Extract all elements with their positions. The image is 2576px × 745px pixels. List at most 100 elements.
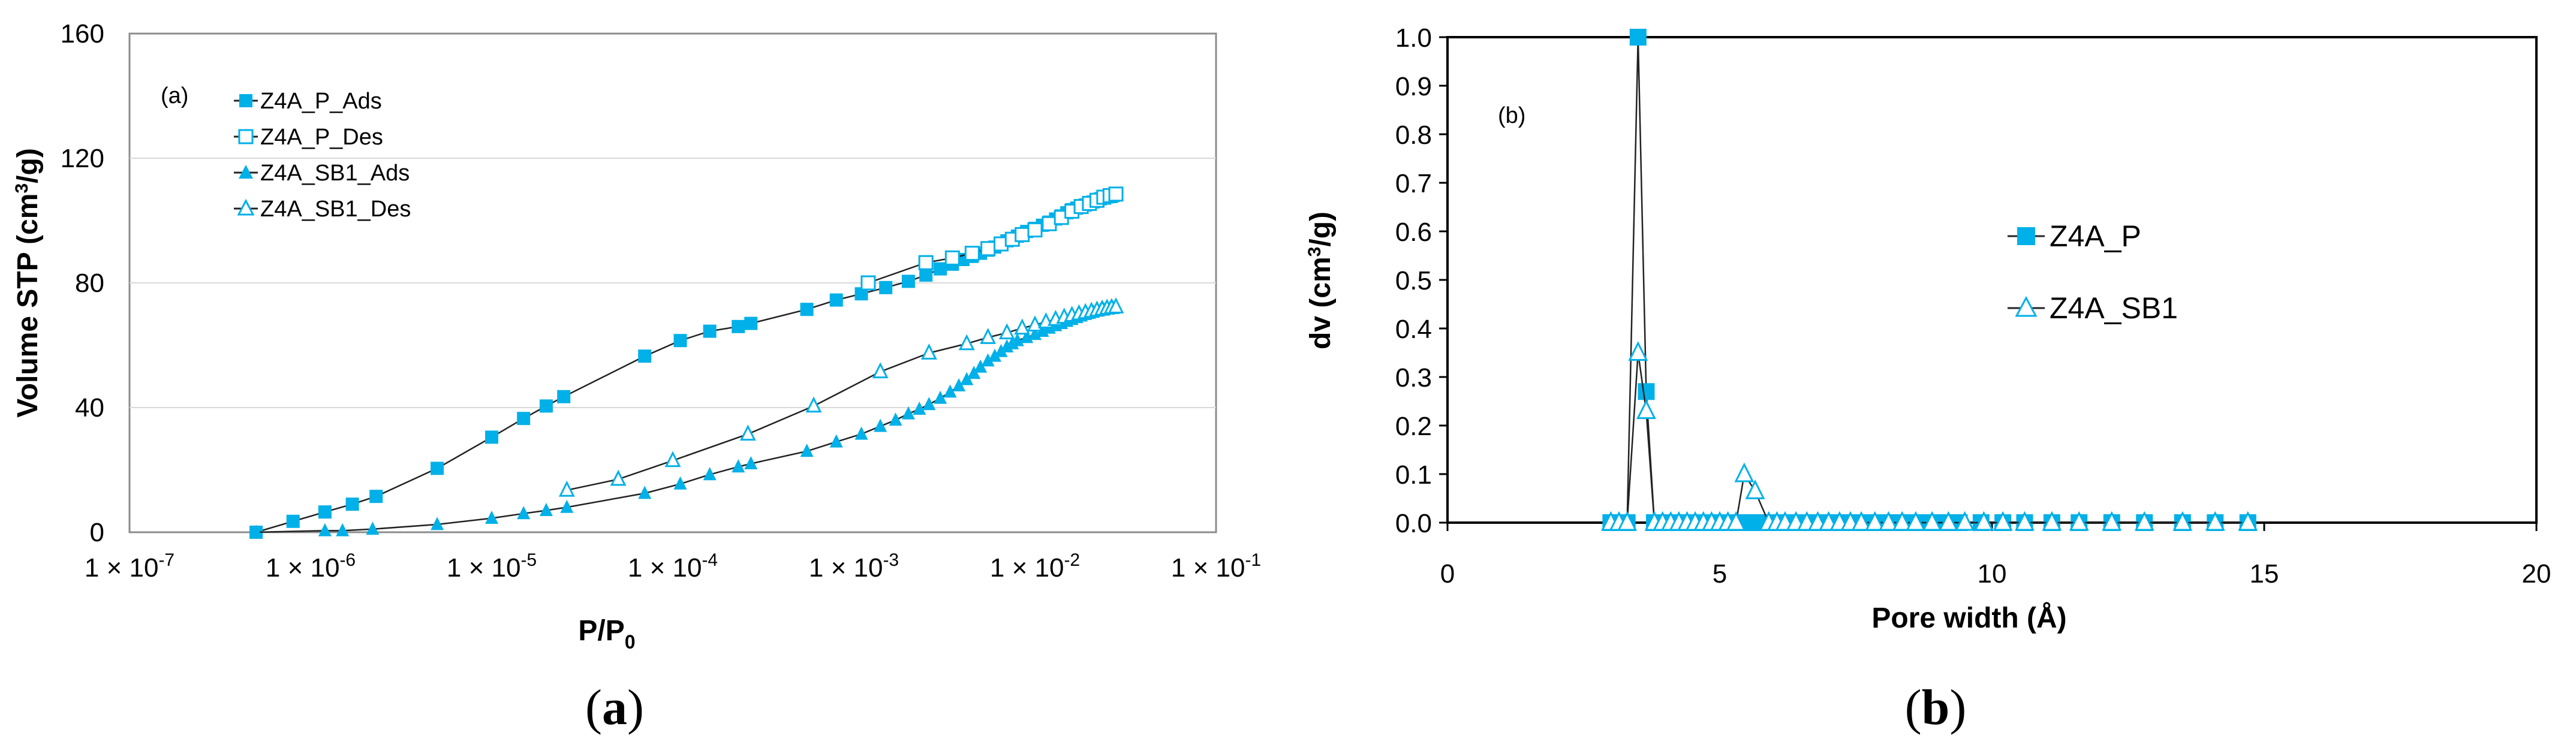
x-tick-label: 10 bbox=[1978, 559, 2007, 589]
data-point bbox=[517, 412, 531, 426]
chart-b-caption: (b) bbox=[1905, 680, 1967, 735]
x-tick-label: 1 × 10-2 bbox=[990, 550, 1080, 583]
y-tick-label: 0.3 bbox=[1395, 363, 1432, 393]
data-point bbox=[854, 287, 868, 301]
data-point bbox=[874, 418, 887, 432]
data-point bbox=[1027, 315, 1043, 332]
data-point bbox=[431, 517, 444, 530]
data-point bbox=[994, 343, 1008, 357]
data-point bbox=[744, 316, 758, 330]
legend-marker-triangle-filled bbox=[239, 165, 253, 179]
caption-close: ) bbox=[627, 680, 644, 735]
data-point bbox=[2042, 511, 2062, 531]
x-tick-label: 0 bbox=[1440, 559, 1455, 589]
data-point bbox=[673, 334, 687, 348]
chart-a-x-axis-title: P/P0 bbox=[578, 615, 635, 653]
series-line bbox=[1611, 37, 2248, 524]
data-point bbox=[318, 523, 332, 536]
data-point bbox=[901, 275, 915, 288]
y-tick-label: 80 bbox=[75, 269, 104, 298]
legend-entry-z4a-sb1: Z4A_SB1 bbox=[2008, 291, 2178, 325]
legend-marker-square-open bbox=[238, 129, 254, 144]
data-point bbox=[981, 353, 995, 367]
legend-label: Z4A_SB1_Ads bbox=[260, 161, 410, 186]
data-point bbox=[1955, 511, 1975, 531]
data-point bbox=[1636, 399, 1656, 420]
data-point bbox=[901, 406, 915, 420]
y-tick-label: 0.2 bbox=[1395, 412, 1432, 441]
legend-marker-square-filled bbox=[239, 94, 252, 107]
data-point bbox=[980, 328, 997, 344]
data-point bbox=[974, 359, 988, 373]
data-point bbox=[960, 372, 974, 385]
data-point bbox=[1745, 479, 1765, 499]
data-point bbox=[1638, 383, 1655, 400]
x-tick-label: 20 bbox=[2522, 559, 2551, 589]
y-tick-label: 0.7 bbox=[1395, 169, 1432, 198]
y-title-main: dv (cm bbox=[1305, 257, 1337, 349]
data-point bbox=[485, 430, 498, 444]
legend-label: Z4A_P_Des bbox=[260, 125, 383, 150]
data-point bbox=[879, 280, 893, 294]
data-point bbox=[2205, 511, 2225, 531]
data-point bbox=[673, 476, 687, 490]
data-point bbox=[557, 390, 571, 403]
y-tick-label: 0.4 bbox=[1395, 315, 1432, 344]
data-point bbox=[560, 499, 574, 513]
y-title-sup: 3 bbox=[12, 183, 32, 194]
data-point bbox=[1906, 511, 1926, 531]
data-point bbox=[967, 366, 981, 379]
data-point bbox=[2172, 511, 2193, 531]
y-tick-label: 160 bbox=[61, 19, 104, 49]
data-point bbox=[934, 390, 947, 404]
x-tick-label: 1 × 10-7 bbox=[85, 550, 174, 583]
chart-a-series bbox=[249, 186, 1124, 539]
legend-label: Z4A_SB1_Des bbox=[260, 197, 411, 222]
x-tick-label: 1 × 10-4 bbox=[628, 550, 718, 583]
x-tick-label: 15 bbox=[2250, 559, 2279, 589]
chart-a-panel-tag: (a) bbox=[161, 83, 188, 108]
caption-open: ( bbox=[1905, 680, 1922, 735]
y-tick-label: 0.8 bbox=[1395, 120, 1432, 150]
series-z4a-p-des bbox=[860, 186, 1124, 291]
data-point bbox=[829, 293, 843, 307]
y-tick-label: 0.5 bbox=[1395, 266, 1432, 295]
legend-marker-triangle-open bbox=[237, 198, 255, 216]
data-point bbox=[732, 319, 745, 333]
chart-b-axes: 0.0 0.1 0.2 0.3 0.4 0.5 0.6 0.7 0.8 0.9 1.0 0 5 10 15 2… bbox=[1395, 23, 2551, 589]
data-point bbox=[610, 469, 627, 486]
data-point bbox=[1726, 511, 1746, 531]
data-point bbox=[958, 334, 975, 351]
series-z4a-sb1-des bbox=[558, 297, 1124, 497]
data-point bbox=[664, 451, 681, 467]
data-point bbox=[345, 497, 359, 511]
x-tick-label: 1 × 10-6 bbox=[266, 550, 356, 583]
data-point bbox=[539, 503, 553, 517]
data-point bbox=[1628, 341, 1648, 361]
data-point bbox=[539, 399, 553, 413]
chart-b-x-axis-title: Pore width (Å) bbox=[1871, 602, 2066, 634]
data-point bbox=[1879, 511, 1898, 531]
data-point bbox=[431, 462, 444, 475]
data-point bbox=[1015, 227, 1030, 242]
data-point bbox=[919, 269, 933, 282]
legend-entry-z4a-sb1-des: Z4A_SB1_Des bbox=[234, 197, 411, 222]
data-point bbox=[318, 505, 332, 519]
data-point bbox=[286, 514, 300, 528]
series-z4a-p bbox=[1602, 29, 2256, 531]
data-point bbox=[1617, 511, 1638, 531]
x-tick-label: 1 × 10-3 bbox=[809, 550, 899, 583]
data-point bbox=[1892, 511, 1912, 531]
series-line bbox=[1611, 352, 2248, 524]
data-point bbox=[800, 303, 814, 316]
data-point bbox=[1629, 29, 1647, 46]
data-point bbox=[860, 275, 876, 291]
chart-a-y-axis-title: Volume STP (cm3/g) bbox=[12, 148, 44, 418]
y-title-end: /g) bbox=[1305, 212, 1337, 247]
legend-entry-z4a-sb1-ads: Z4A_SB1_Ads bbox=[234, 161, 410, 186]
data-point bbox=[918, 255, 934, 270]
data-point bbox=[952, 378, 966, 392]
chart-b-series bbox=[1600, 29, 2258, 531]
data-point bbox=[872, 362, 889, 379]
legend-entry-z4a-p: Z4A_P bbox=[2008, 219, 2141, 253]
